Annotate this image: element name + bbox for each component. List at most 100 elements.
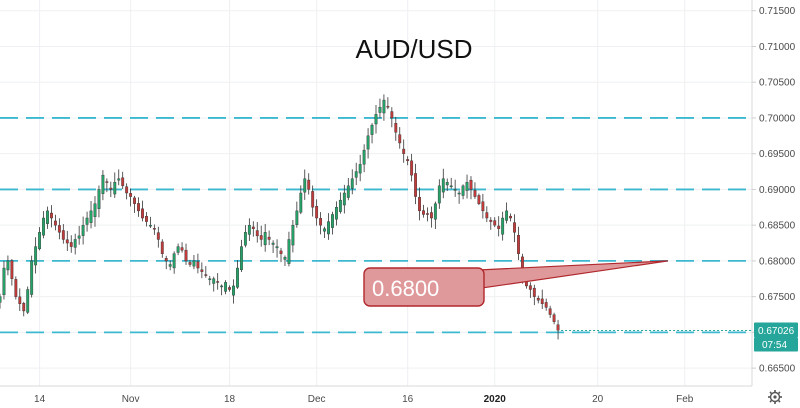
- price-tick-label: 0.68000: [759, 256, 796, 267]
- candle: [441, 168, 445, 199]
- candle: [247, 218, 251, 241]
- candle: [212, 276, 216, 292]
- candle: [346, 177, 350, 201]
- time-tick-label: Feb: [676, 394, 694, 405]
- candle: [457, 190, 461, 204]
- candle: [303, 169, 307, 200]
- candle: [10, 258, 14, 286]
- candle: [141, 200, 144, 222]
- candle: [133, 195, 136, 214]
- time-tick-label: 14: [34, 394, 46, 405]
- candle: [477, 193, 481, 206]
- candle: [77, 225, 81, 245]
- candle: [164, 255, 168, 270]
- candle: [113, 172, 117, 198]
- candle: [26, 286, 30, 315]
- candle: [93, 196, 97, 227]
- candle: [485, 206, 489, 223]
- candle: [350, 169, 354, 195]
- candle: [2, 260, 6, 300]
- candle: [311, 185, 315, 217]
- price-axis[interactable]: 0.665000.670000.675000.680000.685000.690…: [752, 6, 796, 375]
- candle: [481, 193, 485, 219]
- time-tick-label: 16: [402, 394, 414, 405]
- candle: [81, 216, 85, 245]
- candle: [540, 289, 544, 310]
- time-tick-label: 2020: [484, 394, 507, 405]
- candle: [101, 170, 105, 201]
- candle: [184, 243, 188, 265]
- candle: [224, 280, 228, 295]
- candle: [137, 197, 140, 217]
- settings-gear-icon[interactable]: [768, 390, 782, 404]
- price-tick-label: 0.69500: [759, 149, 796, 160]
- candle: [148, 216, 152, 229]
- candle: [89, 200, 93, 229]
- price-tick-label: 0.70500: [759, 78, 796, 89]
- candle: [176, 243, 180, 256]
- price-tick-label: 0.71500: [759, 6, 796, 17]
- candle: [473, 182, 477, 199]
- time-tick-label: Dec: [308, 394, 326, 405]
- candle: [398, 127, 402, 149]
- price-tick-label: 0.71000: [759, 42, 796, 53]
- candle: [402, 139, 406, 163]
- candle: [145, 212, 148, 227]
- candle: [394, 116, 398, 141]
- candle: [556, 319, 560, 340]
- candle: [469, 176, 473, 200]
- candle: [517, 226, 520, 261]
- candle: [255, 222, 259, 243]
- candle: [117, 169, 121, 186]
- candle: [263, 223, 267, 252]
- bar-countdown: 07:54: [762, 340, 787, 351]
- price-tick-label: 0.67500: [759, 292, 796, 303]
- candle: [105, 178, 109, 193]
- candle: [493, 217, 497, 228]
- candle: [461, 184, 465, 200]
- candle: [449, 177, 453, 189]
- candle: [418, 187, 421, 221]
- candle: [497, 216, 501, 237]
- candle: [22, 301, 26, 317]
- candle: [489, 217, 493, 230]
- candle: [370, 123, 374, 144]
- candle: [354, 162, 358, 186]
- candle: [382, 94, 386, 121]
- candle: [528, 282, 532, 298]
- candle: [208, 275, 212, 286]
- candle: [544, 298, 548, 311]
- candle: [204, 266, 208, 278]
- candle: [121, 171, 125, 190]
- candle: [251, 221, 255, 237]
- candle: [390, 107, 394, 128]
- candle: [42, 211, 45, 239]
- candle: [196, 253, 200, 274]
- candle: [156, 226, 160, 248]
- candle: [501, 211, 505, 241]
- callout-label: 0.6800: [372, 276, 439, 301]
- last-price-tag: 0.67026 07:54: [561, 322, 798, 352]
- candle: [0, 293, 2, 309]
- candle: [299, 185, 303, 215]
- candle: [342, 184, 346, 214]
- candle: [267, 230, 271, 246]
- candle: [188, 259, 192, 267]
- candle: [366, 128, 370, 159]
- price-tick-label: 0.66500: [759, 364, 796, 375]
- price-tick-label: 0.70000: [759, 113, 796, 124]
- time-axis[interactable]: 14 Nov 18 Dec 16 2020 20 Feb: [34, 394, 694, 405]
- candle: [327, 213, 330, 240]
- candle: [386, 97, 390, 110]
- candle: [152, 224, 156, 235]
- candle: [433, 201, 437, 230]
- candle: [243, 225, 247, 248]
- candle: [50, 205, 53, 228]
- candle: [426, 207, 429, 222]
- candle: [338, 192, 342, 214]
- candlestick-series: [0, 94, 560, 340]
- price-tick-label: 0.69000: [759, 185, 796, 196]
- candle: [180, 242, 184, 253]
- candle: [38, 227, 42, 251]
